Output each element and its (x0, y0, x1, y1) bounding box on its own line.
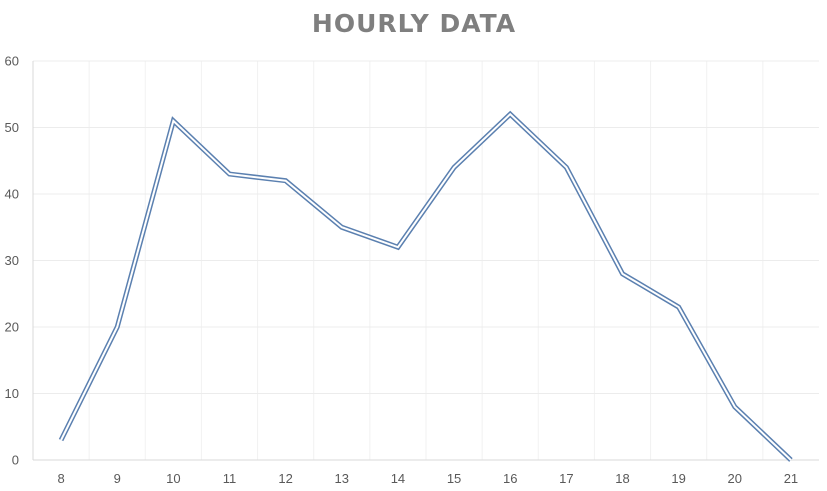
x-tick-label: 13 (335, 471, 349, 486)
y-tick-label: 20 (5, 320, 19, 335)
x-tick-label: 12 (278, 471, 292, 486)
x-tick-label: 16 (503, 471, 517, 486)
x-tick-label: 19 (671, 471, 685, 486)
x-tick-label: 14 (391, 471, 405, 486)
x-tick-label: 17 (559, 471, 573, 486)
y-tick-label: 50 (5, 120, 19, 135)
y-tick-label: 60 (5, 54, 19, 69)
y-tick-label: 30 (5, 253, 19, 268)
y-tick-label: 10 (5, 386, 19, 401)
x-tick-label: 8 (57, 471, 64, 486)
chart-title: HOURLY DATA (312, 9, 516, 38)
x-tick-label: 15 (447, 471, 461, 486)
y-tick-label: 0 (12, 453, 19, 468)
x-tick-label: 9 (114, 471, 121, 486)
y-tick-label: 40 (5, 187, 19, 202)
x-tick-label: 11 (223, 471, 237, 486)
y-axis-tick-labels: 0 10 20 30 40 50 60 (5, 54, 19, 468)
x-tick-label: 10 (166, 471, 180, 486)
x-tick-label: 21 (784, 471, 798, 486)
x-axis-tick-labels: 8 9 10 11 12 13 14 15 16 17 18 19 20 21 (57, 471, 798, 486)
x-tick-label: 18 (615, 471, 629, 486)
x-tick-label: 20 (728, 471, 742, 486)
